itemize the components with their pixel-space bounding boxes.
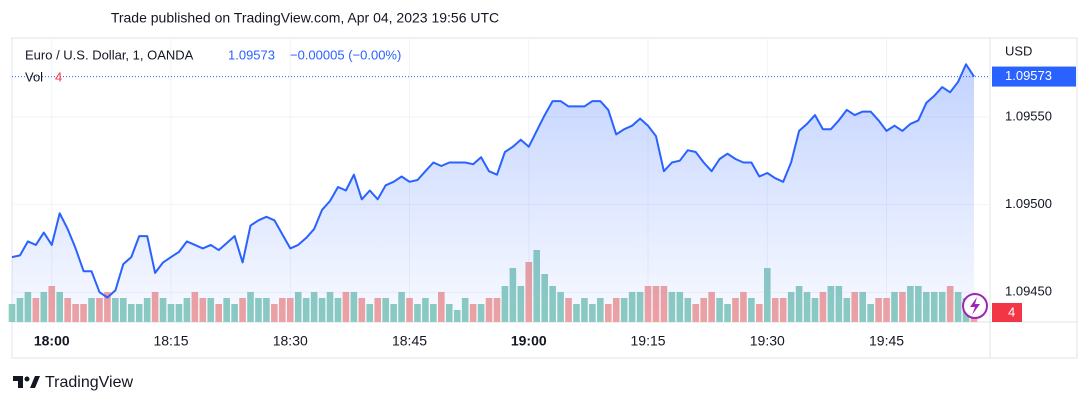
alert-bolt (970, 297, 980, 315)
last-price-label: 1.09573 (1005, 68, 1052, 83)
logo-mark (30, 376, 40, 388)
y-axis-label: USD (1005, 43, 1032, 58)
legend-last: 1.09573 (228, 47, 275, 62)
logo: TradingView (13, 374, 133, 391)
frame (11, 37, 1078, 359)
price-line (11, 63, 975, 299)
last-volume-box (992, 303, 1022, 322)
brand: TradingView (45, 374, 133, 391)
last-volume-label: 4 (1008, 304, 1015, 319)
x-tick-label: 18:30 (273, 333, 308, 349)
legend-vol-value: 4 (55, 69, 62, 84)
logo-mark (13, 376, 23, 388)
x-tick-label: 18:45 (392, 333, 427, 349)
y-tick-label: 1.09500 (1005, 196, 1052, 211)
legend-change: −0.00005 (−0.00%) (290, 47, 401, 62)
x-tick-label: 18:15 (153, 333, 188, 349)
legend-name: Euro / U.S. Dollar, 1, OANDA (25, 47, 194, 62)
x-tick-label: 19:15 (631, 333, 666, 349)
legend-vol: Vol (25, 69, 43, 84)
last-price-box (992, 66, 1076, 87)
y-tick-label: 1.09450 (1005, 284, 1052, 299)
logo-mark (24, 376, 30, 382)
x-tick-label: 19:00 (511, 333, 547, 349)
x-tick-label: 19:45 (869, 333, 904, 349)
chart-title: Trade published on TradingView.com, Apr … (111, 10, 499, 26)
area (12, 64, 974, 323)
x-tick-label: 19:30 (750, 333, 785, 349)
y-tick-label: 1.09550 (1005, 108, 1052, 123)
plot (11, 63, 990, 323)
x-tick-label: 18:00 (34, 333, 70, 349)
